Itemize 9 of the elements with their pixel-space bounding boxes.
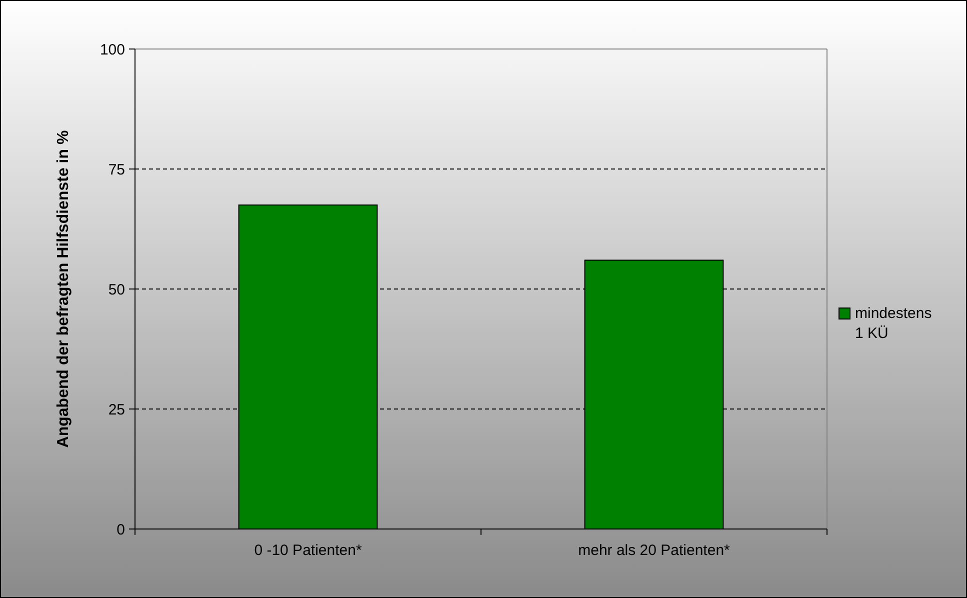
x-tick-label: mehr als 20 Patienten* (578, 542, 730, 559)
y-tick-label: 100 (100, 41, 125, 58)
y-tick-label: 75 (108, 161, 125, 178)
legend-label: mindestens 1 KÜ (855, 305, 932, 342)
y-tick-label: 0 (116, 521, 125, 538)
y-tick-label: 50 (108, 281, 125, 298)
x-tick-label: 0 -10 Patienten* (254, 542, 362, 559)
y-tick-label: 25 (108, 401, 125, 418)
y-axis-title: Angabend der befragten Hilfsdienste in % (55, 130, 72, 448)
